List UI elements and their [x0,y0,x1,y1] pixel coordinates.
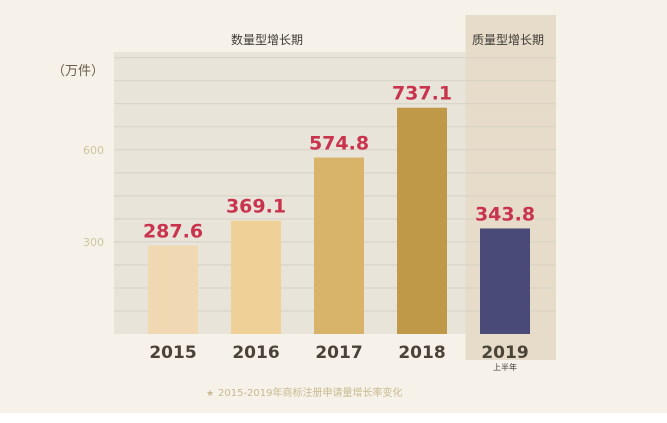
unit-label: （万件） [52,64,104,79]
chart-container: 300 600 （万件） 数量型增长期 质量型增长期 287.6 2015 369.1 2016… [0,0,667,413]
region-title: 数量型增长期 [231,32,303,47]
y-tick-label: 600 [83,144,104,157]
bar-2015 [148,245,198,334]
value-label: 369.1 [226,196,286,218]
category-label: 2018 [398,343,445,363]
bar-chart: 300 600 （万件） 数量型增长期 质量型增长期 287.6 2015 369.1 2016… [52,15,556,399]
value-label: 574.8 [309,133,369,155]
category-label: 2015 [149,343,196,363]
value-label: 737.1 [392,83,452,105]
chart-caption: 2015-2019年商标注册申请量增长率变化 [218,386,403,399]
value-label: 343.8 [475,203,535,225]
category-label: 2017 [315,343,362,363]
bar-2016 [231,220,281,334]
bar-2018 [397,107,447,334]
region-title: 质量型增长期 [472,33,544,47]
bar-2017 [314,157,364,334]
category-label: 2016 [232,343,279,363]
category-label: 2019 [481,343,528,363]
category-sublabel: 上半年 [493,362,517,372]
caption-star-icon: ★ [206,389,214,399]
bar-2019 [480,228,530,334]
value-label: 287.6 [143,221,203,243]
y-tick-label: 300 [83,236,104,249]
